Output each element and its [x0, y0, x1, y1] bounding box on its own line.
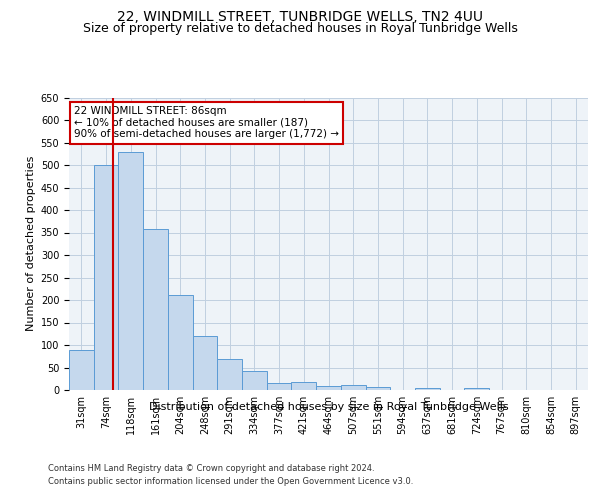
- Bar: [267, 383, 292, 390]
- Text: 22, WINDMILL STREET, TUNBRIDGE WELLS, TN2 4UU: 22, WINDMILL STREET, TUNBRIDGE WELLS, TN…: [117, 10, 483, 24]
- Bar: [118, 152, 143, 390]
- Bar: [292, 382, 316, 390]
- Bar: [464, 388, 489, 390]
- Bar: [143, 229, 168, 390]
- Bar: [217, 360, 242, 390]
- Text: Contains public sector information licensed under the Open Government Licence v3: Contains public sector information licen…: [48, 477, 413, 486]
- Bar: [168, 294, 193, 390]
- Bar: [316, 386, 341, 390]
- Text: 22 WINDMILL STREET: 86sqm
← 10% of detached houses are smaller (187)
90% of semi: 22 WINDMILL STREET: 86sqm ← 10% of detac…: [74, 106, 339, 140]
- Bar: [69, 350, 94, 390]
- Y-axis label: Number of detached properties: Number of detached properties: [26, 156, 37, 332]
- Bar: [242, 371, 267, 390]
- Bar: [193, 336, 217, 390]
- Bar: [94, 165, 118, 390]
- Bar: [365, 388, 390, 390]
- Text: Distribution of detached houses by size in Royal Tunbridge Wells: Distribution of detached houses by size …: [149, 402, 509, 412]
- Text: Size of property relative to detached houses in Royal Tunbridge Wells: Size of property relative to detached ho…: [83, 22, 517, 35]
- Text: Contains HM Land Registry data © Crown copyright and database right 2024.: Contains HM Land Registry data © Crown c…: [48, 464, 374, 473]
- Bar: [415, 388, 440, 390]
- Bar: [341, 384, 365, 390]
